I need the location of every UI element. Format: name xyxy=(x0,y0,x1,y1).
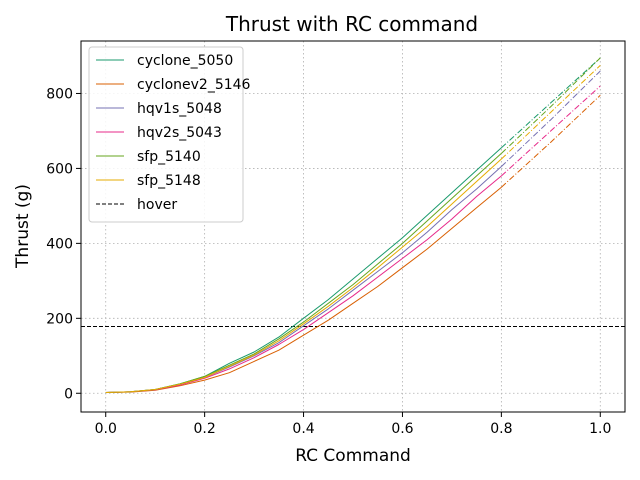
y-tick-label: 600 xyxy=(46,161,73,177)
x-tick-label: 0.4 xyxy=(292,421,314,437)
series-extrapolation-cyclonev2_5146 xyxy=(501,94,601,188)
y-axis-label: Thrust (g) xyxy=(13,184,33,269)
legend-label: cyclone_5050 xyxy=(137,53,233,69)
series-line-hqv2s_5043 xyxy=(105,175,502,393)
grid xyxy=(81,41,625,412)
series-extrapolation-sfp_5148 xyxy=(501,65,601,160)
series-line-cyclonev2_5146 xyxy=(105,186,502,393)
legend-label: hover xyxy=(137,197,177,213)
series-line-sfp_5148 xyxy=(105,158,502,393)
x-axis-label: RC Command xyxy=(295,446,411,466)
series-extrapolation-sfp_5140 xyxy=(501,57,601,154)
legend-label: sfp_5140 xyxy=(137,149,201,165)
legend-label: hqv1s_5048 xyxy=(137,101,222,117)
legend-label: sfp_5148 xyxy=(137,173,201,189)
y-tick-label: 0 xyxy=(64,386,73,402)
y-tick-label: 200 xyxy=(46,311,73,327)
series-extrapolation-hqv2s_5043 xyxy=(501,85,601,177)
y-axis-ticks: 0 200 400 600 800 xyxy=(46,86,81,402)
chart-title: Thrust with RC command xyxy=(225,12,478,36)
x-tick-label: 0.8 xyxy=(490,421,512,437)
y-tick-label: 800 xyxy=(46,86,73,102)
legend-label: hqv2s_5043 xyxy=(137,125,222,141)
x-tick-label: 0.6 xyxy=(391,421,413,437)
x-tick-label: 1.0 xyxy=(589,421,611,437)
legend-label: cyclonev2_5146 xyxy=(137,77,251,93)
legend: cyclone_5050 cyclonev2_5146 hqv1s_5048 hqv2… xyxy=(88,46,251,223)
legend-box xyxy=(88,46,244,223)
x-axis-ticks: 0.0 0.2 0.4 0.6 0.8 1.0 xyxy=(95,412,611,437)
plot-frame xyxy=(80,40,626,413)
series-extrapolation-hqv1s_5048 xyxy=(501,70,601,167)
series-extrapolation-cyclone_5050 xyxy=(501,57,601,149)
y-tick-label: 400 xyxy=(46,236,73,252)
x-tick-label: 0.2 xyxy=(194,421,216,437)
series-lines xyxy=(105,57,601,393)
x-tick-label: 0.0 xyxy=(95,421,117,437)
